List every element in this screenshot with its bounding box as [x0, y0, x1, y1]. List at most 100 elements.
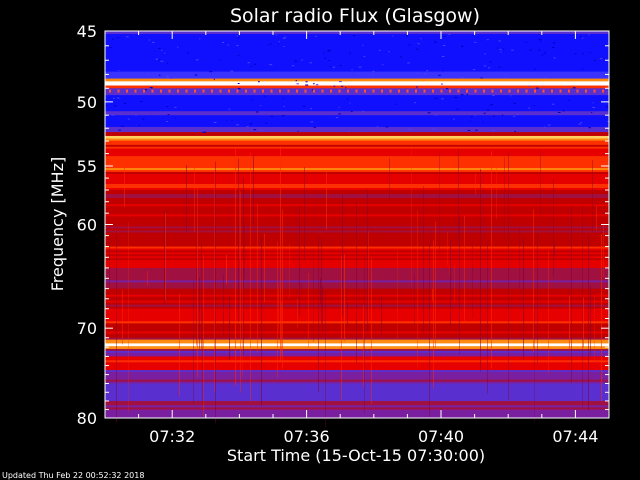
spectral-band	[105, 304, 609, 308]
noise-speckle	[237, 87, 240, 89]
spectral-band	[105, 325, 609, 328]
noise-speckle	[113, 97, 115, 99]
time-streak	[186, 165, 187, 232]
spectral-band	[105, 198, 609, 201]
noise-speckle	[310, 108, 312, 110]
spectral-band	[105, 393, 609, 396]
noise-speckle	[144, 89, 148, 91]
spectral-band	[105, 400, 609, 404]
spectral-band	[105, 67, 609, 70]
time-streak	[553, 178, 554, 277]
noise-speckle	[282, 37, 286, 39]
noise-speckle	[350, 111, 353, 113]
spectral-band	[105, 226, 609, 229]
noise-speckle	[498, 40, 501, 42]
noise-speckle	[578, 123, 582, 125]
noise-speckle	[461, 45, 464, 47]
noise-speckle	[138, 124, 140, 126]
noise-speckle	[482, 121, 484, 123]
spectral-band	[105, 220, 609, 223]
noise-speckle	[260, 130, 263, 132]
noise-speckle	[551, 103, 555, 105]
noise-speckle	[270, 43, 272, 45]
time-streak	[464, 216, 465, 321]
time-streak	[325, 290, 326, 428]
noise-speckle	[446, 88, 449, 90]
spectral-band	[105, 272, 609, 275]
interference-dot	[483, 89, 485, 93]
time-streak	[450, 238, 451, 326]
interference-dot	[593, 89, 596, 93]
x-axis-label: Start Time (15-Oct-15 07:30:00)	[227, 446, 485, 465]
noise-speckle	[581, 37, 584, 39]
noise-speckle	[109, 47, 112, 49]
spectral-band	[105, 218, 609, 221]
noise-speckle	[111, 114, 115, 116]
noise-speckle	[427, 112, 431, 114]
noise-speckle	[345, 87, 347, 89]
noise-speckle	[328, 49, 331, 51]
spectral-band	[105, 362, 609, 365]
noise-speckle	[528, 85, 530, 87]
spectral-band	[105, 212, 609, 215]
spectral-band	[105, 381, 609, 384]
noise-speckle	[498, 66, 501, 68]
spectral-band	[105, 333, 609, 336]
spectral-band	[105, 391, 609, 394]
noise-speckle	[151, 87, 153, 89]
noise-speckle	[388, 51, 390, 53]
noise-speckle	[372, 74, 374, 76]
time-streak	[537, 233, 538, 363]
time-streak	[257, 203, 258, 353]
noise-speckle	[483, 112, 486, 114]
noise-speckle	[499, 49, 502, 51]
spectral-band	[105, 337, 609, 341]
spectral-band	[105, 260, 609, 263]
interference-dot	[500, 89, 502, 93]
time-streak	[165, 213, 166, 301]
noise-speckle	[219, 59, 221, 61]
time-streak	[588, 234, 589, 411]
spectral-band	[105, 321, 609, 324]
time-streak	[193, 280, 194, 404]
spectral-band	[105, 99, 609, 102]
noise-speckle	[305, 81, 308, 83]
spectral-band	[105, 372, 609, 375]
time-streak	[197, 186, 198, 378]
spectral-band	[105, 154, 609, 157]
interference-dot	[143, 89, 145, 93]
noise-speckle	[147, 73, 149, 75]
spectral-band	[105, 182, 609, 185]
noise-speckle	[313, 83, 315, 85]
noise-speckle	[593, 60, 596, 61]
time-streak	[308, 272, 309, 348]
time-streak	[381, 296, 382, 335]
spectral-band	[105, 123, 609, 126]
spectral-band	[105, 49, 609, 52]
noise-speckle	[582, 68, 584, 70]
spectral-band	[105, 409, 609, 413]
noise-speckle	[121, 125, 124, 127]
time-streak	[239, 190, 240, 260]
spectral-band	[105, 356, 609, 359]
spectral-band	[105, 138, 609, 142]
noise-speckle	[251, 99, 254, 101]
time-streak	[226, 254, 227, 285]
noise-speckle	[514, 130, 517, 132]
spectral-band	[105, 415, 609, 419]
noise-speckle	[213, 78, 215, 80]
noise-speckle	[572, 87, 576, 89]
spectral-band	[105, 250, 609, 253]
noise-speckle	[442, 45, 446, 47]
noise-speckle	[443, 36, 446, 37]
spectral-band	[105, 210, 609, 213]
noise-speckle	[227, 44, 230, 46]
time-streak	[601, 234, 602, 402]
noise-speckle	[283, 106, 285, 107]
spectral-band	[105, 375, 609, 379]
noise-speckle	[213, 122, 217, 123]
interference-dot	[126, 89, 128, 93]
noise-speckle	[448, 34, 451, 35]
spectral-band	[105, 395, 609, 398]
time-streak	[238, 158, 239, 322]
